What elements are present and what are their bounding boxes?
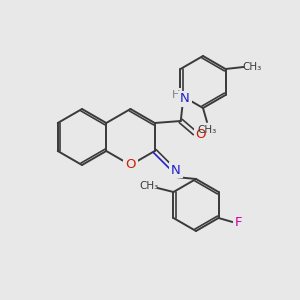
Text: N: N xyxy=(171,164,181,176)
Text: O: O xyxy=(125,158,136,172)
Text: O: O xyxy=(196,128,206,142)
Text: N: N xyxy=(180,92,190,106)
Text: F: F xyxy=(235,215,242,229)
Text: CH₃: CH₃ xyxy=(197,125,217,135)
Text: CH₃: CH₃ xyxy=(242,62,261,72)
Text: CH₃: CH₃ xyxy=(140,181,159,191)
Text: H: H xyxy=(172,90,180,100)
